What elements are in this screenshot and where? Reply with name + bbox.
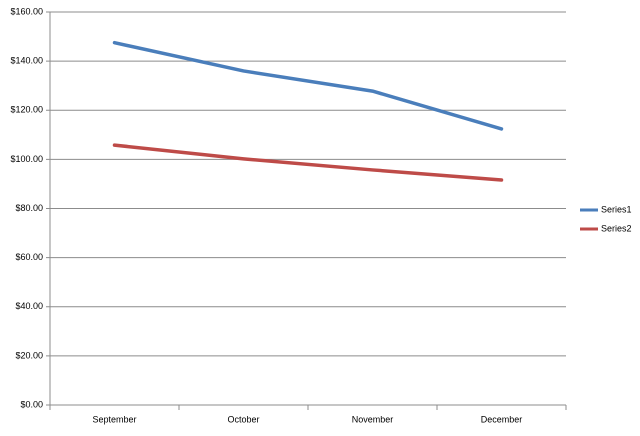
y-tick-label: $20.00 [15,350,43,360]
y-tick-label: $60.00 [15,252,43,262]
y-tick-label: $120.00 [10,105,43,115]
y-tick-label: $80.00 [15,203,43,213]
legend-label: Series2 [601,223,632,233]
x-tick-label: October [227,414,259,424]
y-tick-label: $140.00 [10,56,43,66]
series-line [112,143,504,182]
series-line [112,40,504,131]
legend-label: Series1 [601,204,632,214]
x-tick-label: September [92,414,136,424]
y-tick-label: $40.00 [15,301,43,311]
y-tick-label: $160.00 [10,6,43,16]
x-tick-label: December [481,414,523,424]
y-tick-label: $100.00 [10,154,43,164]
y-tick-label: $0.00 [20,399,43,409]
x-tick-label: November [352,414,394,424]
